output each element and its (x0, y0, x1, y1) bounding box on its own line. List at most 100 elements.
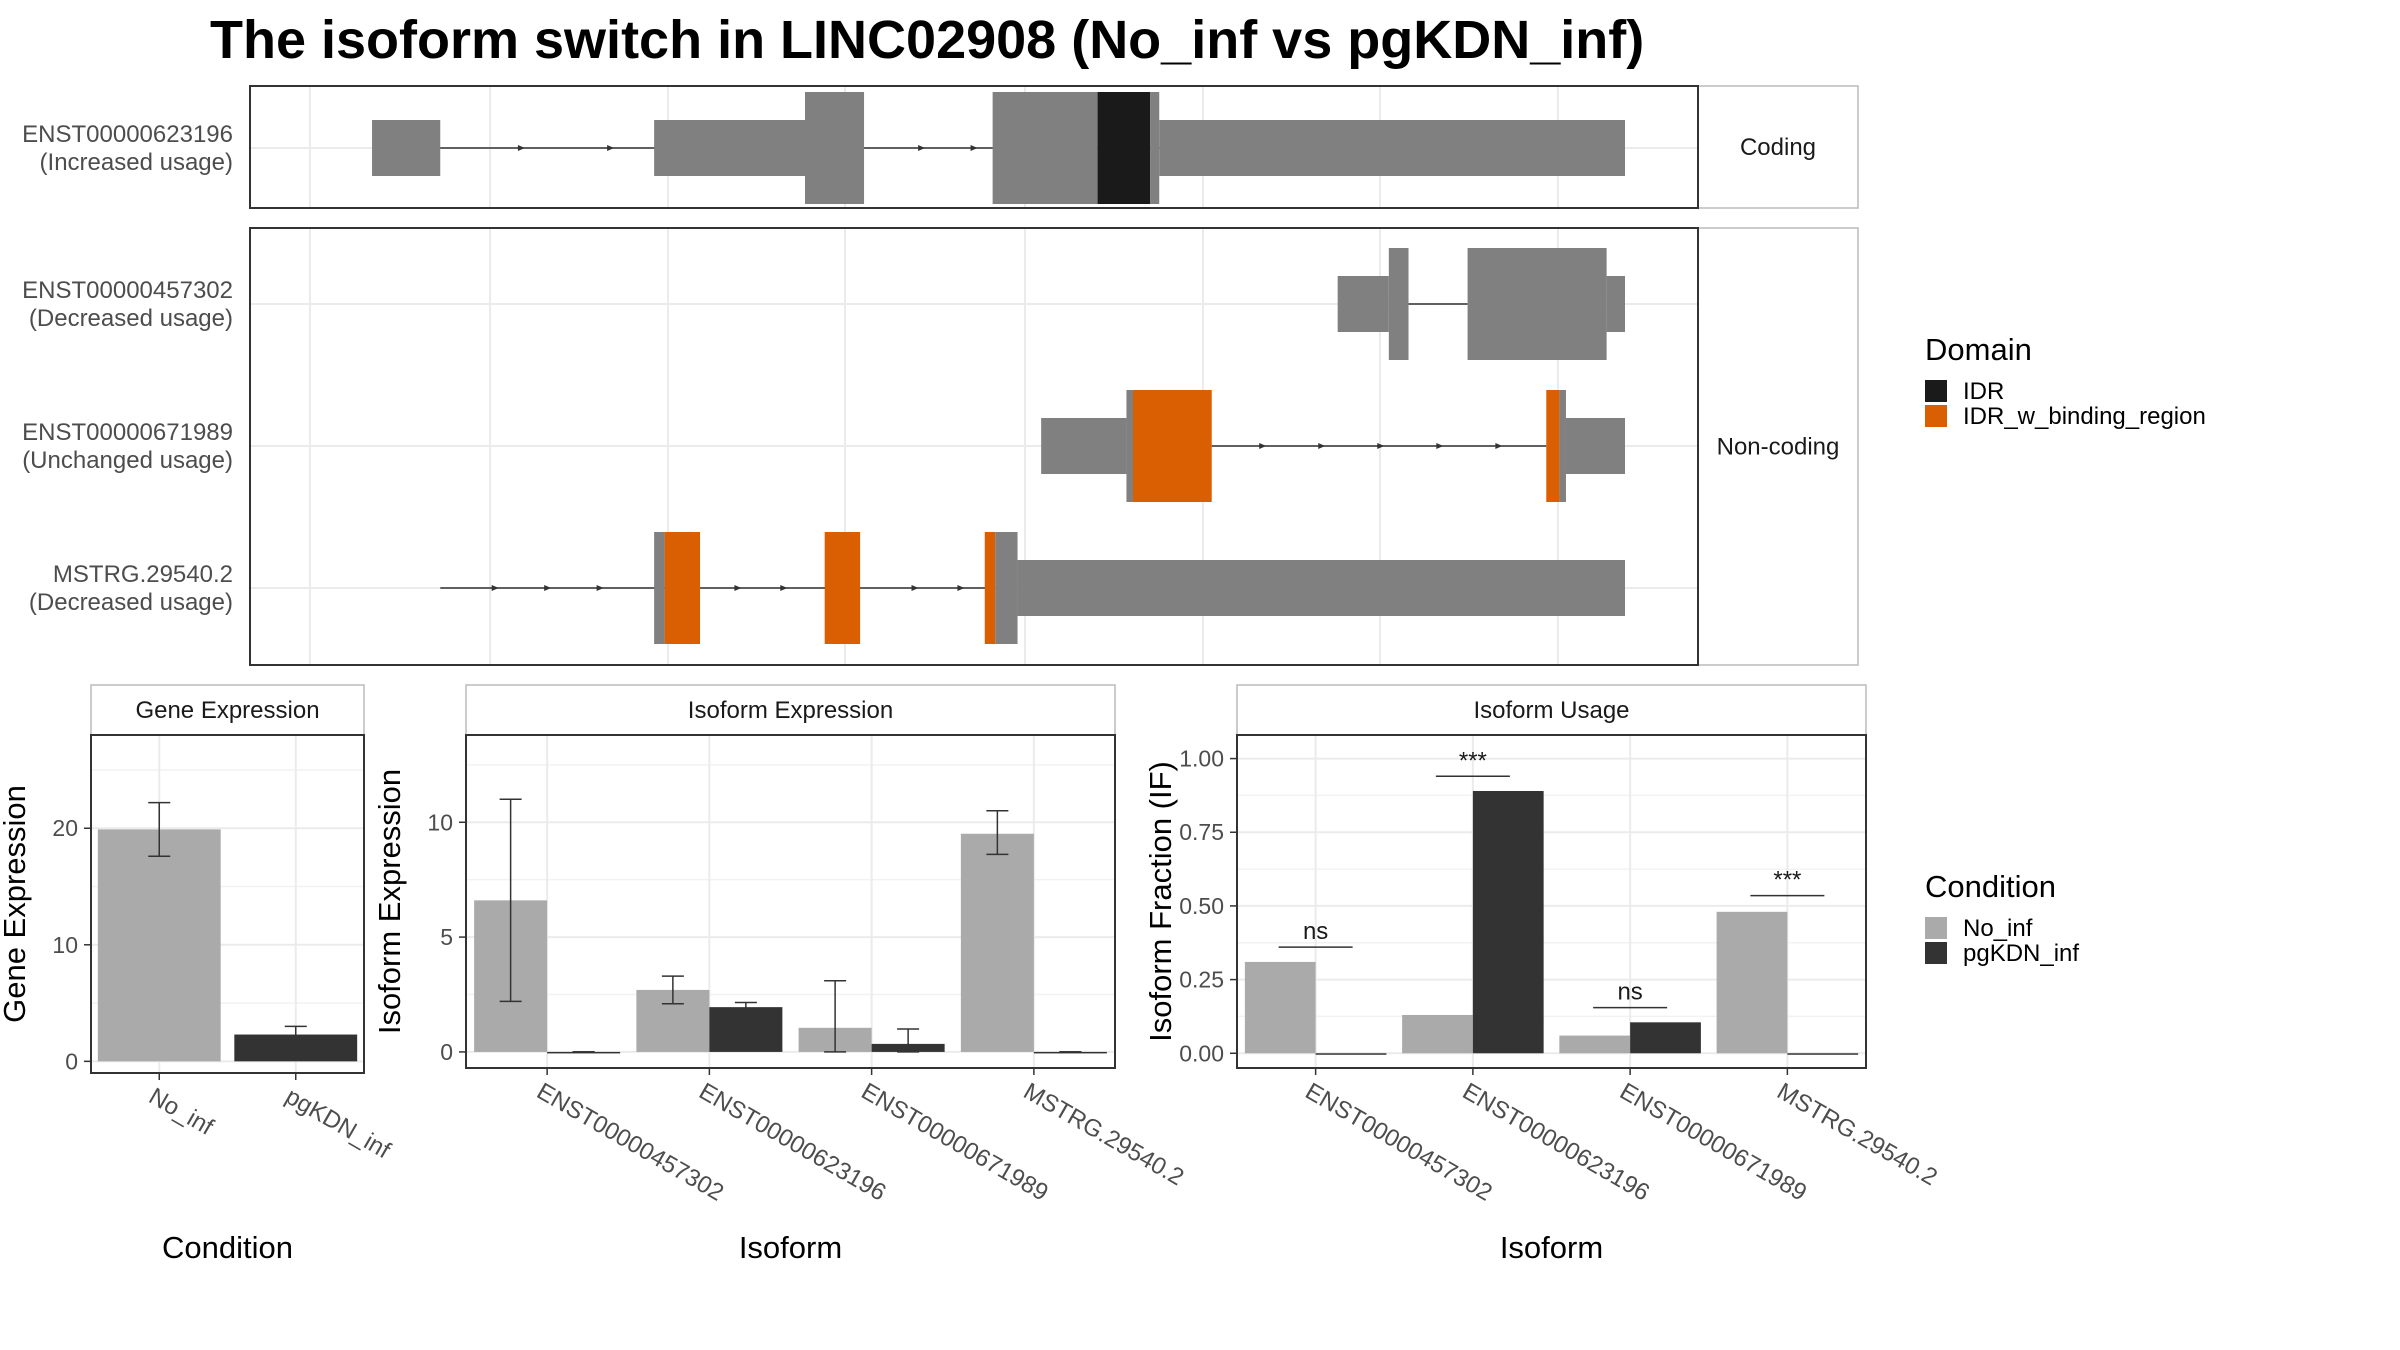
x-axis-title: Isoform (739, 1230, 842, 1265)
figure-title: The isoform switch in LINC02908 (No_inf … (210, 10, 1644, 70)
facet-strip (465, 684, 1116, 736)
y-tick-label: 0.00 (1179, 1040, 1224, 1066)
x-tick-label-No_inf: No_inf (144, 1083, 218, 1141)
transcript-label-MSTRG.29540.2: MSTRG.29540.2 (53, 561, 233, 588)
bar-ENST00000457302-No_inf (1244, 961, 1316, 1054)
domain-legend-title: Domain (1925, 332, 2032, 367)
domain-legend-swatch (1925, 380, 1947, 402)
exon-block (1559, 390, 1566, 502)
exon-block (1606, 276, 1625, 332)
gene-expression-chart: Gene Expression 0 10 20 No_inf pgKDN_inf Condi… (0, 684, 395, 1265)
IDR_w_binding_region-domain-block (984, 532, 996, 644)
strand-arrow (911, 585, 919, 591)
y-tick-label: 10 (427, 809, 453, 835)
IDR_w_binding_region-domain-block (824, 532, 861, 644)
exon-block (1126, 390, 1133, 502)
transcript-usage-label: (Decreased usage) (29, 305, 233, 332)
strand-arrow (1436, 443, 1444, 449)
significance-label: ns (1617, 979, 1642, 1006)
exon-block (372, 120, 441, 176)
strand-arrow (734, 585, 742, 591)
facet-strip (1697, 227, 1859, 666)
strand-arrow (491, 585, 499, 591)
y-axis-title: Isoform Fraction (IF) (1143, 761, 1178, 1042)
y-tick-label: 0.25 (1179, 967, 1224, 993)
strand-arrow (517, 145, 525, 151)
strand-arrow (918, 145, 926, 151)
exon-block (654, 532, 665, 644)
bar-ENST00000623196-pgKDN_inf (709, 1007, 783, 1052)
x-tick-label-pgKDN_inf: pgKDN_inf (281, 1083, 395, 1165)
exon-block (805, 92, 865, 204)
x-axis-title: Isoform (1500, 1230, 1603, 1265)
strand-arrow (1318, 443, 1326, 449)
domain-legend-label-IDR: IDR (1963, 378, 2004, 405)
exon-block (1041, 418, 1127, 474)
bar-ENST00000623196-pgKDN_inf (1472, 790, 1544, 1054)
exon-block (1388, 248, 1409, 360)
bar-No_inf (97, 829, 221, 1062)
plot-border (1236, 734, 1867, 1069)
strand-arrow (607, 145, 615, 151)
transcript-panel-border (249, 85, 1699, 209)
transcript-structure-panel: Coding Non-coding ENST00000623196(Increase… (22, 85, 1859, 666)
y-axis-title: Isoform Expression (372, 769, 407, 1034)
condition-legend-title: Condition (1925, 869, 2056, 904)
IDR-domain-block (1097, 92, 1151, 204)
y-tick-label: 0.50 (1179, 893, 1224, 919)
exon-block (1565, 418, 1625, 474)
domain-legend-label-IDR_w_binding_region: IDR_w_binding_region (1963, 403, 2206, 430)
isoform-usage-chart: Isoform Usage 0.00 0.25 0.50 0.75 1.00 ns *** ns… (1143, 684, 1942, 1265)
y-tick-label: 10 (52, 932, 78, 958)
strand-arrow (957, 585, 965, 591)
x-tick-label-MSTRG.29540.2: MSTRG.29540.2 (1772, 1078, 1941, 1191)
strip-label-non-coding: Non-coding (1717, 434, 1840, 461)
isoform-expression-chart: Isoform Expression0510ENST00000457302ENS… (372, 684, 1188, 1265)
condition-legend-swatch (1925, 942, 1947, 964)
bar-MSTRG.29540.2-No_inf (1716, 911, 1788, 1054)
IDR_w_binding_region-domain-block (1133, 390, 1212, 502)
condition-legend-label-pgKDN_inf: pgKDN_inf (1963, 940, 2079, 967)
facet-strip (1697, 85, 1859, 209)
significance-label: ns (1303, 918, 1328, 945)
y-tick-label: 0 (65, 1048, 78, 1074)
significance-label: *** (1773, 867, 1801, 894)
transcript-label-ENST00000457302: ENST00000457302 (22, 277, 233, 304)
transcript-usage-label: (Unchanged usage) (22, 447, 233, 474)
strand-arrow (780, 585, 788, 591)
x-axis-title: Condition (162, 1230, 293, 1265)
strand-arrow (1259, 443, 1267, 449)
transcript-label-ENST00000671989: ENST00000671989 (22, 419, 233, 446)
condition-legend-swatch (1925, 917, 1947, 939)
chart-title: Isoform Usage (1473, 697, 1629, 724)
transcript-usage-label: (Decreased usage) (29, 589, 233, 616)
bar-MSTRG.29540.2-No_inf (960, 833, 1034, 1052)
facet-strip (90, 684, 365, 736)
y-tick-label: 20 (52, 815, 78, 841)
exon-block (992, 92, 1098, 204)
bar-ENST00000671989-pgKDN_inf (1630, 1022, 1701, 1054)
exon-block (1337, 276, 1389, 332)
exon-block (1017, 560, 1625, 616)
y-axis-title: Gene Expression (0, 785, 32, 1023)
strand-arrow (544, 585, 552, 591)
plot-border (90, 734, 365, 1074)
exon-block (1159, 120, 1625, 176)
strand-arrow (1377, 443, 1385, 449)
chart-title: Isoform Expression (688, 697, 893, 724)
y-tick-label: 0 (440, 1039, 453, 1065)
strand-arrow (970, 145, 978, 151)
transcript-panel-border (249, 227, 1699, 666)
bar-ENST00000671989-No_inf (1559, 1035, 1631, 1054)
domain-legend-swatch (1925, 405, 1947, 427)
IDR_w_binding_region-domain-block (1546, 390, 1560, 502)
plot-border (465, 734, 1116, 1069)
exon-block (995, 532, 1018, 644)
exon-block (654, 120, 805, 176)
exon-block (1150, 92, 1160, 204)
bar-MSTRG.29540.2-pgKDN_inf (1787, 1053, 1859, 1055)
bar-ENST00000457302-pgKDN_inf (1315, 1053, 1387, 1055)
y-tick-label: 0.75 (1179, 819, 1224, 845)
